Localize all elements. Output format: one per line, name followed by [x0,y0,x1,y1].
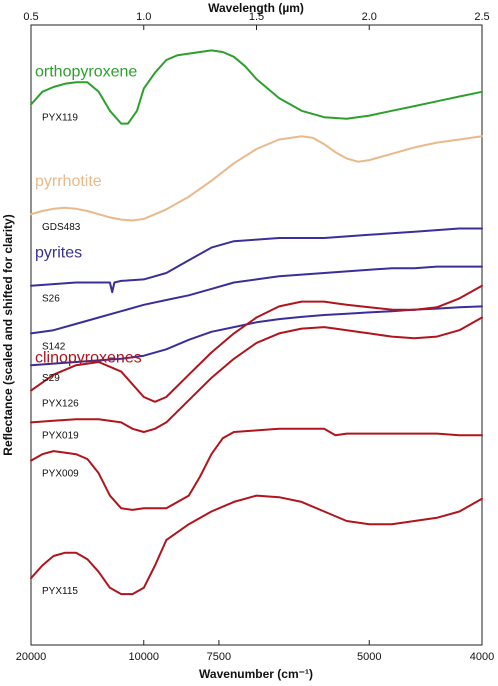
series-label-gds483: GDS483 [42,222,81,233]
top-tick-label: 2.0 [362,11,377,23]
top-axis-title: Wavelength (µm) [208,1,304,15]
top-tick-label: 1.0 [136,11,151,23]
bottom-axis-title: Wavenumber (cm⁻¹) [199,667,313,681]
series-label-pyx115: PYX115 [42,586,78,597]
group-label-orthopyroxene: orthopyroxene [35,63,137,80]
bottom-tick-label: 20000 [16,651,47,663]
series-line-gds483 [30,135,483,222]
bottom-tick-label: 5000 [357,651,381,663]
series-line-pyx119 [30,49,483,125]
series-label-s142: S142 [42,341,66,352]
series-line-s142 [30,265,483,335]
series-line-pyx019 [30,316,483,433]
group-label-clinopyroxenes: clinopyroxenes [35,350,142,367]
series-layer [30,49,483,596]
series-line-s26 [30,227,483,294]
group-label-pyrites: pyrites [35,245,82,262]
bottom-axis-ticks: 20000 10000 7500 5000 4000 [16,640,494,663]
top-axis-ticks: 0.5 1.0 1.5 2.0 2.5 [23,11,490,30]
bottom-tick-label: 10000 [128,651,159,663]
y-axis-title: Reflectance (scaled and shifted for clar… [1,214,15,455]
top-tick-label: 0.5 [23,11,38,23]
series-line-pyx009 [30,427,483,511]
series-label-s29: S29 [42,373,60,384]
series-label-pyx119: PYX119 [42,112,78,123]
series-label-pyx019: PYX019 [42,430,79,441]
series-line-pyx115 [30,494,483,596]
group-label-pyrrhotite: pyrrhotite [35,173,102,190]
series-label-pyx126: PYX126 [42,399,79,410]
series-label-s26: S26 [42,294,60,305]
top-tick-label: 2.5 [474,11,489,23]
top-tick-label: 1.5 [249,11,264,23]
bottom-tick-label: 4000 [470,651,494,663]
plot-frame [30,24,483,646]
series-line-pyx126 [30,284,483,403]
bottom-tick-label: 7500 [207,651,231,663]
label-layer: PYX119 GDS483 S26 S142 S29 PYX126 PYX019 PYX009… [35,63,142,597]
series-label-pyx009: PYX009 [42,469,79,480]
